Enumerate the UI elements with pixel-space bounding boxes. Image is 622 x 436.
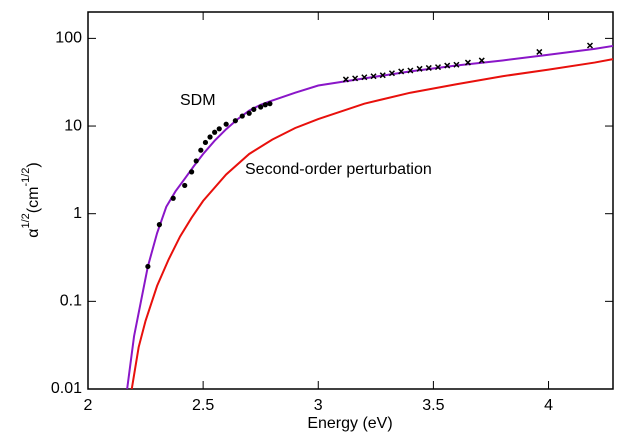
data-point: [388, 70, 395, 77]
data-point: [170, 195, 176, 201]
data-point: [398, 68, 405, 75]
data-point: [232, 118, 238, 124]
x-tick-label: 2: [84, 397, 93, 414]
data-point: [444, 62, 451, 69]
data-point: [258, 104, 264, 110]
data-point: [251, 106, 257, 112]
data-point: [342, 76, 349, 83]
series-line: [130, 58, 614, 390]
data-point: [145, 263, 151, 270]
y-label-unit: (cm: [25, 187, 42, 214]
annotation: SDM: [180, 92, 216, 109]
y-tick-label: 0.01: [51, 380, 82, 397]
data-point: [202, 139, 209, 146]
data-point: [267, 101, 273, 107]
x-tick-label: 3: [314, 397, 323, 414]
y-label-sup: 1/2: [20, 213, 32, 228]
y-label-unit-sup: -1/2: [20, 168, 32, 187]
data-point: [198, 147, 204, 153]
y-tick-label: 1: [73, 205, 82, 222]
data-point: [246, 110, 252, 116]
data-point: [239, 113, 245, 119]
data-point: [212, 129, 218, 135]
data-point: [262, 102, 268, 108]
data-point: [453, 61, 460, 68]
x-tick-label: 4: [544, 397, 553, 414]
data-point: [193, 158, 199, 164]
data-point: [361, 74, 368, 81]
y-tick-label: 10: [64, 117, 82, 134]
y-label-symbol: α: [25, 229, 42, 238]
data-point: [189, 169, 195, 175]
data-point: [464, 59, 471, 66]
y-tick-label: 100: [55, 30, 82, 47]
data-point: [182, 182, 188, 189]
data-point: [156, 222, 162, 228]
y-axis-label: α1/2(cm-1/2): [20, 162, 42, 238]
x-axis-label: Energy (eV): [307, 415, 392, 432]
annotation: Second-order perturbation: [245, 161, 432, 178]
data-point: [352, 75, 359, 82]
data-point: [370, 73, 377, 80]
data-point: [223, 121, 229, 127]
data-point: [207, 134, 213, 140]
data-point: [425, 64, 432, 71]
data-point: [434, 64, 442, 71]
y-label-close: ): [25, 162, 42, 167]
data-point: [586, 42, 594, 49]
x-tick-label: 3.5: [422, 397, 444, 414]
data-point: [216, 126, 222, 132]
data-point: [536, 48, 543, 55]
data-point: [407, 67, 414, 74]
data-point: [478, 57, 485, 64]
data-point: [379, 72, 386, 79]
plot-frame: [87, 11, 614, 390]
data-point: [416, 65, 423, 72]
y-tick-label: 0.1: [60, 293, 82, 310]
x-tick-label: 2.5: [192, 397, 214, 414]
